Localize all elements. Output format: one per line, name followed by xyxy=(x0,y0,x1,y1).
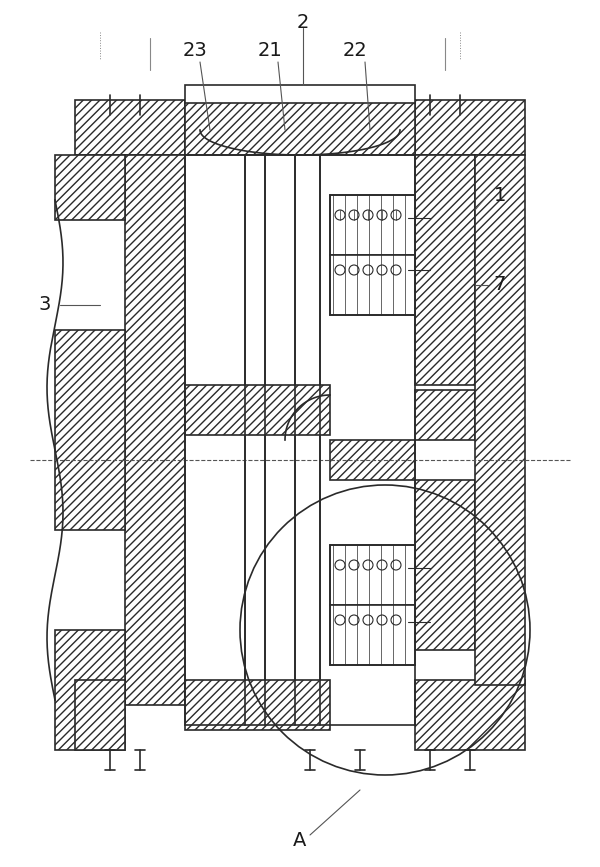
Bar xyxy=(185,680,330,730)
Text: 23: 23 xyxy=(182,41,208,60)
Text: 22: 22 xyxy=(343,41,367,60)
Bar xyxy=(330,195,415,255)
Bar xyxy=(415,100,525,155)
Bar xyxy=(185,100,415,155)
Bar xyxy=(415,480,475,650)
Text: 21: 21 xyxy=(257,41,283,60)
Bar xyxy=(330,255,415,315)
Bar xyxy=(75,680,125,750)
Bar xyxy=(330,605,415,665)
Text: 3: 3 xyxy=(39,296,51,315)
Bar xyxy=(245,155,265,725)
Text: 7: 7 xyxy=(494,276,506,295)
Bar xyxy=(55,330,125,530)
Bar xyxy=(55,630,125,750)
Bar xyxy=(330,545,415,605)
Bar xyxy=(415,155,475,385)
Bar xyxy=(55,155,125,220)
Bar xyxy=(295,155,320,725)
Text: 2: 2 xyxy=(297,12,309,31)
Text: A: A xyxy=(293,831,307,850)
Bar xyxy=(415,390,475,440)
Text: 1: 1 xyxy=(494,186,506,205)
Bar xyxy=(415,680,525,750)
Bar xyxy=(185,85,415,103)
Bar xyxy=(75,100,185,155)
Bar xyxy=(330,440,415,480)
Bar xyxy=(185,385,330,435)
Bar xyxy=(475,155,525,685)
Bar xyxy=(125,155,185,705)
